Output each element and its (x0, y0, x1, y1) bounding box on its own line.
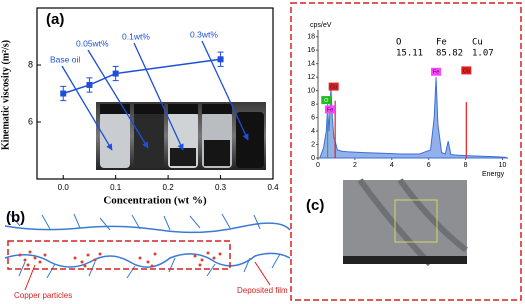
y-tick-label: 10 (307, 87, 315, 94)
peak-label-box (431, 67, 442, 76)
y-tick-label: 6 (28, 116, 33, 126)
annotation: 0.3wt% (190, 29, 218, 39)
x-tick-label: 4 (390, 162, 394, 169)
panel-label: (b) (6, 209, 25, 226)
peak-label: Fe (433, 70, 439, 76)
annotation: 0.1wt% (122, 31, 150, 41)
schematic (4, 213, 291, 291)
composition-value: 85.82 (436, 49, 463, 59)
panel-label: (a) (46, 11, 64, 28)
data-point (86, 81, 93, 88)
y-tick-label: 2 (311, 141, 315, 148)
peak-label: Cu (463, 68, 470, 74)
annotation: 0.05wt% (76, 38, 109, 48)
y-tick-label: 16 (307, 47, 315, 54)
peak-label: Fe (327, 107, 333, 113)
data-point (112, 70, 119, 77)
y-tick-label: 0 (311, 155, 315, 162)
vial-photo (96, 102, 266, 170)
peak-label-box (328, 82, 339, 91)
peak-label-box (321, 96, 332, 105)
panel-a: 0.0 0.1 0.2 0.3 0.4 6 8 Base oil 0.05wt% 0.1wt% 0.… (28, 7, 279, 192)
composition-header: Fe (436, 38, 447, 48)
data-point (217, 56, 224, 63)
annotation-arrow (201, 40, 249, 141)
x-tick-label: 0 (316, 162, 320, 169)
x-tick-label: 6 (427, 162, 431, 169)
y-tick-label: 6 (311, 114, 315, 121)
y-tick-label: 18 (307, 34, 315, 41)
x-tick-label: 10 (499, 162, 507, 169)
composition-header: O (396, 38, 401, 48)
peak-label: O (324, 98, 329, 104)
annotation: Base oil (50, 54, 80, 64)
annotation-arrow (87, 49, 149, 149)
sem-image (343, 178, 468, 267)
annotation-arrow (133, 42, 184, 151)
panel-label: (c) (306, 197, 324, 214)
annotation-arrow (61, 65, 113, 151)
peak-label-box (324, 105, 335, 114)
x-tick-label: 0.4 (267, 183, 279, 192)
x-tick-label: 0.1 (110, 183, 122, 192)
spectrum-trace (319, 77, 507, 159)
x-tick-label: 0.2 (163, 183, 175, 192)
data-line (62, 58, 221, 95)
composition-value: 15.11 (396, 49, 423, 59)
panel-frame (290, 2, 522, 301)
x-axis-label: Concentration (wt %) (103, 195, 207, 207)
y-tick-label: 8 (311, 101, 315, 108)
composition-value: 1.07 (472, 49, 494, 59)
data-point (60, 90, 67, 97)
y-tick-label: 8 (28, 59, 33, 69)
y-tick-label: 4 (311, 128, 315, 135)
peak-label: Cu (330, 85, 337, 91)
y-tick-label: 14 (307, 61, 315, 68)
y-axis-label: Kinematic viscosity (m²/s) (0, 40, 11, 150)
annotation: Deposited film (237, 286, 288, 295)
peak-label-box (461, 66, 472, 75)
y-tick-label: 12 (307, 74, 315, 81)
x-tick-label: 8 (464, 162, 468, 169)
annotation: Copper particles (14, 291, 72, 300)
x-tick-label: 0.0 (58, 183, 70, 192)
x-tick-label: 2 (353, 162, 357, 169)
x-axis-label: Energy (482, 171, 505, 178)
composition-header: Cu (472, 38, 483, 48)
y-axis-label: cps/eV (310, 22, 332, 29)
plot-frame (36, 7, 274, 180)
x-tick-label: 0.3 (215, 183, 227, 192)
